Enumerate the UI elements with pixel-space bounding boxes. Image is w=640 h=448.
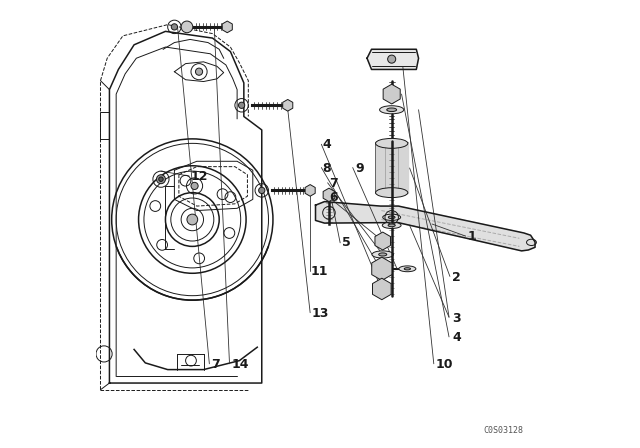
Circle shape [187,214,198,225]
Text: 13: 13 [312,307,330,320]
Polygon shape [222,21,232,33]
Text: 9: 9 [355,161,364,175]
Ellipse shape [388,224,396,227]
Circle shape [388,55,396,63]
Polygon shape [372,257,392,280]
Circle shape [191,182,198,190]
Ellipse shape [379,253,387,256]
Text: 6: 6 [329,190,337,204]
Ellipse shape [383,214,401,220]
Polygon shape [376,143,408,193]
Circle shape [159,177,163,181]
Ellipse shape [382,222,401,228]
Polygon shape [305,185,315,196]
Polygon shape [283,99,292,111]
Circle shape [195,68,203,75]
Circle shape [239,102,244,108]
Ellipse shape [380,106,404,114]
Ellipse shape [376,188,408,198]
Text: 1: 1 [468,229,477,243]
Text: 4: 4 [452,331,461,344]
Polygon shape [372,278,391,300]
Text: 4: 4 [323,138,332,151]
Text: 14: 14 [231,358,249,371]
Text: 8: 8 [323,161,332,175]
Ellipse shape [387,108,397,112]
Circle shape [259,187,265,194]
Polygon shape [316,202,535,251]
Polygon shape [323,188,335,202]
Text: 5: 5 [342,236,350,250]
Text: 12: 12 [191,170,209,184]
Text: 3: 3 [452,311,461,325]
Circle shape [181,21,193,33]
Ellipse shape [376,138,408,148]
Text: 7: 7 [211,358,220,371]
Text: C0S03128: C0S03128 [484,426,524,435]
Polygon shape [375,232,390,250]
Text: 10: 10 [436,358,453,371]
Text: 2: 2 [452,271,461,284]
Circle shape [156,175,165,184]
Ellipse shape [399,266,416,271]
Ellipse shape [404,267,410,270]
Ellipse shape [372,251,394,258]
Text: 7: 7 [329,177,338,190]
Text: 11: 11 [311,265,328,278]
Polygon shape [367,49,419,69]
Ellipse shape [388,216,395,219]
Polygon shape [383,84,400,104]
Circle shape [172,24,177,30]
